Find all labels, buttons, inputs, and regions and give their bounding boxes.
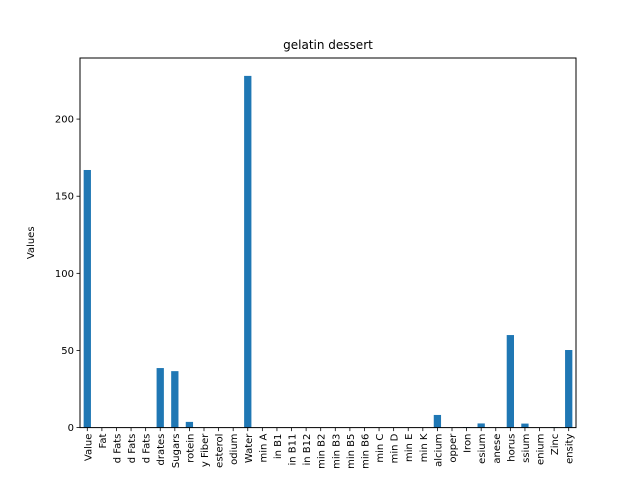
x-tick-label: min A: [258, 433, 269, 462]
x-tick-label: alcium: [433, 434, 444, 467]
x-tick-label: esium: [477, 434, 488, 464]
x-tick-label: Water: [244, 433, 255, 463]
x-tick-label: Value: [83, 434, 94, 461]
y-tick-label: 200: [55, 115, 74, 126]
x-tick-label: min D: [390, 433, 401, 463]
x-tick-label: d Fats: [127, 434, 138, 464]
x-tick-label: anese: [492, 434, 503, 464]
x-tick-label: Iron: [463, 434, 474, 453]
x-tick-label: y Fiber: [200, 433, 211, 467]
y-tick-label: 50: [61, 346, 74, 357]
bar: [244, 75, 252, 428]
x-tick-label: horus: [506, 434, 517, 462]
x-tick-label: min E: [404, 434, 415, 462]
x-tick-label: Zinc: [550, 434, 561, 455]
bar: [506, 335, 514, 428]
bars-layer: [83, 75, 573, 428]
bar: [171, 371, 179, 428]
y-axis: 0 50 100 150 200: [55, 115, 80, 434]
bar: [433, 414, 442, 428]
bar: [521, 423, 529, 428]
y-tick-label: 150: [55, 192, 74, 203]
y-axis-label: Values: [26, 226, 37, 259]
x-tick-label: in B1: [273, 434, 284, 460]
x-tick-label: min C: [375, 434, 386, 463]
x-tick-label: rotein: [185, 434, 196, 463]
bar: [83, 169, 91, 428]
chart-title: gelatin dessert: [283, 38, 373, 52]
x-tick-label: Fat: [98, 434, 109, 449]
bar: [477, 423, 485, 428]
x-tick-label: ensity: [565, 434, 576, 464]
x-tick-label: min B3: [331, 434, 342, 469]
bar: [565, 350, 573, 428]
x-tick-label: odium: [229, 434, 240, 465]
y-tick-label: 100: [55, 269, 74, 280]
y-tick-label: 0: [68, 423, 74, 434]
x-tick-label: opper: [448, 433, 459, 463]
x-tick-label: ssium: [521, 434, 532, 463]
x-tick-label: Sugars: [171, 434, 182, 468]
x-tick-label: min B6: [360, 434, 371, 469]
bar: [185, 421, 194, 428]
x-tick-label: in B11: [288, 434, 299, 466]
x-tick-label: enium: [536, 434, 547, 465]
bar: [156, 368, 164, 428]
x-tick-label: min B5: [346, 434, 357, 469]
x-tick-label: in B12: [302, 434, 313, 466]
x-tick-label: d Fats: [142, 434, 153, 464]
x-tick-label: drates: [156, 434, 167, 466]
x-tick-label: esterol: [215, 434, 226, 468]
x-tick-label: min K: [419, 433, 430, 462]
x-tick-label: d Fats: [112, 434, 123, 464]
x-axis: Value Fat d Fats d Fats d Fats drates Sugars ro…: [83, 427, 576, 469]
plot-frame: [79, 57, 577, 429]
x-tick-label: min B2: [317, 434, 328, 469]
